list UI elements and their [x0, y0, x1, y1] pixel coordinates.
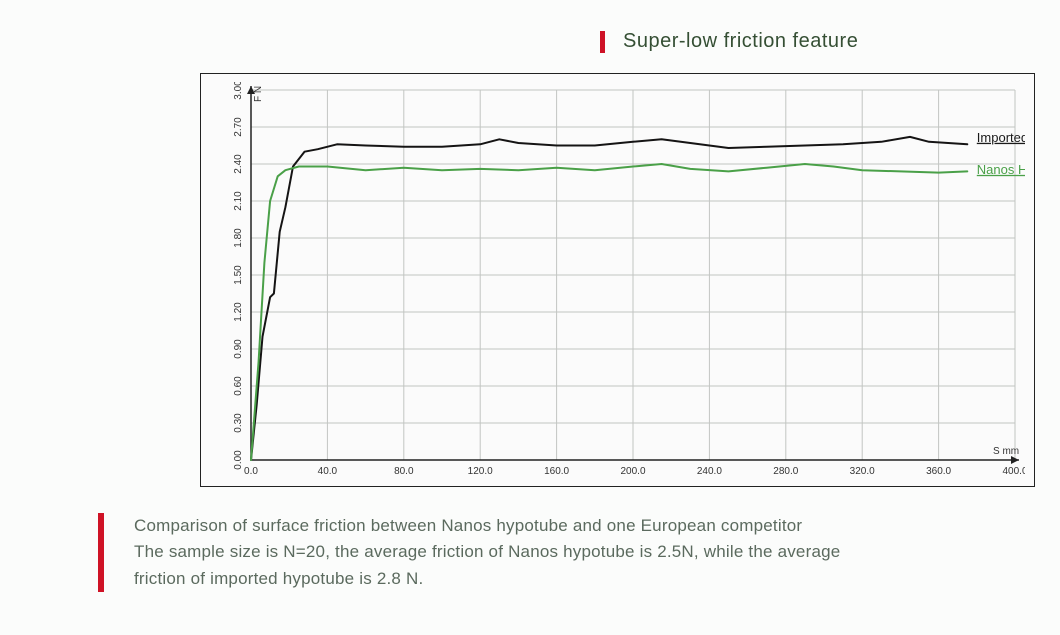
svg-text:0.30: 0.30 [233, 413, 244, 433]
svg-text:Nanos Hypotube: Nanos Hypotube [977, 162, 1025, 177]
svg-text:200.0: 200.0 [620, 466, 645, 477]
caption-line: Comparison of surface friction between N… [134, 513, 840, 539]
svg-text:1.50: 1.50 [233, 265, 244, 285]
svg-text:1.80: 1.80 [233, 228, 244, 248]
svg-text:0.0: 0.0 [244, 466, 258, 477]
friction-chart-svg: 0.0 40.0 80.0 120.0 160.0 200.0 240.0 280.0 320.… [209, 82, 1025, 482]
page-title: Super-low friction feature [623, 30, 858, 53]
svg-text:40.0: 40.0 [318, 466, 338, 477]
svg-text:3.00: 3.00 [233, 82, 244, 100]
svg-text:Imported Hypotube: Imported Hypotube [977, 130, 1025, 145]
svg-text:320.0: 320.0 [850, 466, 875, 477]
svg-text:F N: F N [253, 86, 264, 102]
svg-text:160.0: 160.0 [544, 466, 569, 477]
svg-text:80.0: 80.0 [394, 466, 414, 477]
caption-text: Comparison of surface friction between N… [134, 513, 840, 592]
caption: Comparison of surface friction between N… [98, 513, 1020, 592]
title-row: Super-low friction feature [600, 30, 1020, 53]
svg-text:240.0: 240.0 [697, 466, 722, 477]
svg-text:2.10: 2.10 [233, 191, 244, 211]
svg-text:2.40: 2.40 [233, 154, 244, 174]
accent-bar-icon [600, 31, 605, 53]
svg-text:S mm: S mm [993, 446, 1019, 457]
svg-text:280.0: 280.0 [773, 466, 798, 477]
svg-text:2.70: 2.70 [233, 117, 244, 137]
svg-text:400.0: 400.0 [1002, 466, 1025, 477]
svg-text:1.20: 1.20 [233, 302, 244, 322]
accent-bar-icon [98, 513, 104, 592]
svg-text:0.60: 0.60 [233, 376, 244, 396]
svg-text:360.0: 360.0 [926, 466, 951, 477]
svg-text:0.00: 0.00 [233, 450, 244, 470]
svg-text:0.90: 0.90 [233, 339, 244, 359]
caption-line: The sample size is N=20, the average fri… [134, 539, 840, 565]
caption-line: friction of imported hypotube is 2.8 N. [134, 566, 840, 592]
svg-text:120.0: 120.0 [468, 466, 493, 477]
friction-chart: 0.0 40.0 80.0 120.0 160.0 200.0 240.0 280.0 320.… [200, 73, 1035, 487]
